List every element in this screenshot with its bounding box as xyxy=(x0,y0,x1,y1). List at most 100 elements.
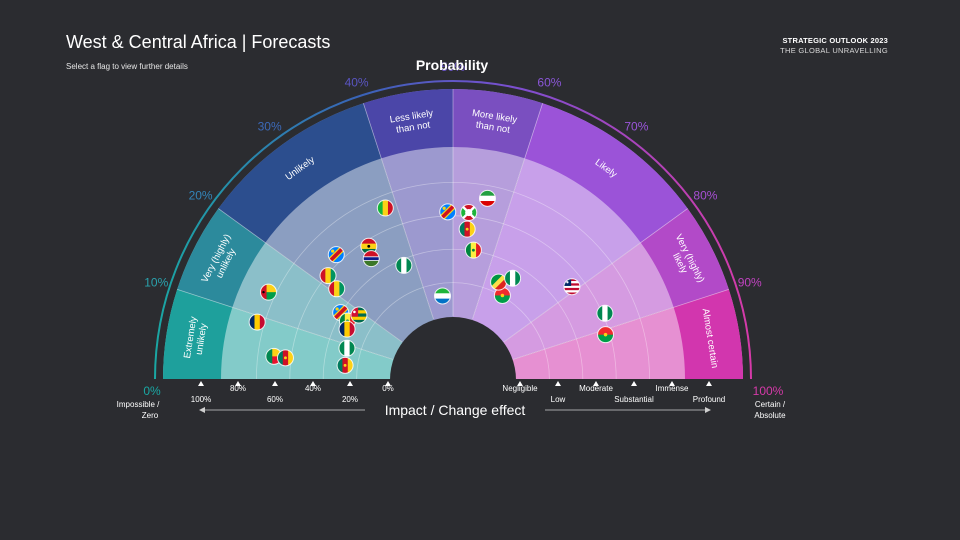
flag-cameroon-3[interactable] xyxy=(276,349,294,367)
sector-body-4 xyxy=(453,89,543,379)
impact-right-tick-mark xyxy=(555,381,561,386)
probability-arc xyxy=(154,80,752,380)
impact-right-tick-5: Profound xyxy=(693,395,725,404)
left-end-value: 0% xyxy=(143,384,161,398)
chart-title: Probability xyxy=(416,57,489,73)
flag-nigeria-27[interactable] xyxy=(596,304,614,322)
x-axis-label: Impact / Change effect xyxy=(385,402,526,418)
flag-sierra-leone-22[interactable] xyxy=(434,287,452,305)
prob-tick-9: 90% xyxy=(738,276,762,290)
sector-band-0 xyxy=(163,289,233,379)
impact-right-tick-mark xyxy=(706,381,712,386)
sector-divider-1 xyxy=(177,289,394,360)
left-end-line2: Zero xyxy=(142,411,159,420)
flag-nigeria-25[interactable] xyxy=(504,269,522,287)
sector-divider-2 xyxy=(218,208,403,343)
impact-left-tick-0: 100% xyxy=(191,395,211,404)
impact-right-tick-2: Moderate xyxy=(579,384,613,393)
prob-tick-5: 50% xyxy=(441,60,465,74)
sector-divider-7 xyxy=(512,289,729,360)
sector-band-1 xyxy=(177,208,266,308)
flag-nigeria-10[interactable] xyxy=(395,256,413,274)
flag-dr-congo-4[interactable] xyxy=(327,246,345,264)
prob-tick-6: 60% xyxy=(537,75,561,89)
flag-chad-1[interactable] xyxy=(248,313,266,331)
brand-line-2: THE GLOBAL UNRAVELLING xyxy=(780,46,888,55)
flag-guinea-5[interactable] xyxy=(319,267,337,285)
brand-line-1: STRATEGIC OUTLOOK 2023 xyxy=(782,36,888,45)
impact-left-tick-mark xyxy=(385,381,391,386)
flag-guinea-bissau-0[interactable] xyxy=(259,283,277,301)
impact-right-tick-mark xyxy=(669,381,675,386)
impact-right-tick-4: Immense xyxy=(656,384,689,393)
sector-band-5 xyxy=(524,103,688,243)
flag-burundi-18[interactable] xyxy=(460,204,478,222)
sector-body-0 xyxy=(163,289,453,379)
probability-sectors xyxy=(163,89,743,380)
sector-divider-6 xyxy=(503,208,688,343)
flag-congo-24[interactable] xyxy=(490,273,508,291)
impact-left-tick-mark xyxy=(310,381,316,386)
impact-arrowhead-left xyxy=(199,407,205,413)
flag-cameroon-16[interactable] xyxy=(336,356,354,374)
impact-left-tick-mark xyxy=(347,381,353,386)
impact-right-tick-mark xyxy=(631,381,637,386)
flag-guinea-6[interactable] xyxy=(328,280,346,298)
impact-grid xyxy=(177,89,729,380)
prob-tick-1: 10% xyxy=(144,276,168,290)
flag-mali-7[interactable] xyxy=(376,199,394,217)
impact-ring-4 xyxy=(256,182,650,380)
impact-left-tick-mark xyxy=(198,381,204,386)
prob-tick-3: 30% xyxy=(258,120,282,134)
flag-iran-19[interactable] xyxy=(478,189,496,207)
flag-dr-congo-17[interactable] xyxy=(439,203,457,221)
impact-right-tick-0: Negligible xyxy=(502,384,538,393)
prob-tick-7: 70% xyxy=(624,120,648,134)
prob-tick-2: 20% xyxy=(189,189,213,203)
sector-body-3 xyxy=(363,89,453,379)
flag-gambia-9[interactable] xyxy=(362,250,380,268)
sector-band-3 xyxy=(363,89,453,159)
right-end-value: 100% xyxy=(753,384,784,398)
sector-band-2 xyxy=(218,103,382,243)
impact-left-tick-mark xyxy=(235,381,241,386)
impact-axis: 100% 80% 60% 40% 20% 0% Negligible Low ModerateS… xyxy=(191,381,725,413)
impact-arrowhead-right xyxy=(705,407,711,413)
impact-left-tick-5: 0% xyxy=(382,384,394,393)
impact-right-tick-1: Low xyxy=(551,395,566,404)
probability-scale: 10% 20% 30% 40% 50% 60% 70% 80% 90% 0% Impossible … xyxy=(117,60,786,420)
flag-nigeria-15[interactable] xyxy=(338,339,356,357)
flag-burkina-faso-28[interactable] xyxy=(597,326,615,344)
sector-band-7 xyxy=(673,289,743,379)
center-hole-shape xyxy=(390,317,516,380)
flag-liberia-26[interactable] xyxy=(563,278,581,296)
center-hole xyxy=(390,317,516,380)
impact-right-tick-mark xyxy=(517,381,523,386)
flag-togo-13[interactable] xyxy=(350,306,368,324)
impact-left-tick-mark xyxy=(272,381,278,386)
impact-left-tick-1: 80% xyxy=(230,384,246,393)
right-end-line2: Absolute xyxy=(754,411,786,420)
sector-divider-3 xyxy=(363,103,434,320)
left-end-line1: Impossible / xyxy=(117,400,160,409)
sector-label-line: than not xyxy=(475,120,511,136)
impact-right-tick-mark xyxy=(593,381,599,386)
country-flags xyxy=(248,189,615,374)
sector-label-line: than not xyxy=(395,119,431,135)
flag-chad-14[interactable] xyxy=(338,320,356,338)
prob-tick-4: 40% xyxy=(345,75,369,89)
sector-divider-5 xyxy=(472,103,543,320)
sector-label-line: unlikely xyxy=(194,322,210,355)
prob-tick-8: 80% xyxy=(693,189,717,203)
impact-right-tick-3: Substantial xyxy=(614,395,654,404)
flag-senegal-21[interactable] xyxy=(464,241,482,259)
sector-band-4 xyxy=(453,89,543,159)
impact-left-tick-2: 60% xyxy=(267,395,283,404)
sector-band-6 xyxy=(640,208,729,308)
flag-cameroon-20[interactable] xyxy=(458,220,476,238)
impact-left-tick-3: 40% xyxy=(305,384,321,393)
impact-ring-1 xyxy=(356,282,550,380)
